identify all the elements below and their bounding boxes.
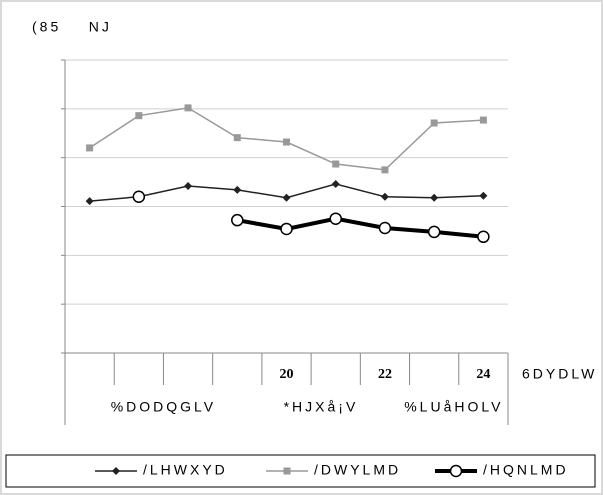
point [132,190,146,203]
chart-title: (85 NJ [32,19,112,35]
month-label: %LUåHOLV [404,399,503,415]
point [85,197,94,206]
point [331,180,340,189]
point [184,104,192,112]
x-axis-title: 6DYDLW [522,366,597,382]
point [135,112,143,120]
x-tick-label: 20 [280,367,294,382]
legend-box [5,454,596,488]
point [430,193,439,202]
legend-label: /LHWXYD [143,462,228,478]
point [280,222,293,236]
legend-label: /DWYLMD [314,462,401,478]
point [430,119,438,127]
legend-label: /HQNLMD [483,462,569,478]
legend-marker [112,467,120,475]
point [283,138,290,146]
point [233,185,242,194]
point [86,144,94,152]
point [427,225,441,239]
point [381,166,389,174]
point [479,116,487,124]
point [380,192,389,201]
point [332,160,340,168]
point [233,134,241,142]
point [378,221,392,235]
point [329,212,342,225]
point [479,191,488,200]
month-label: *HJXå¡V [284,399,359,415]
legend-marker [283,467,291,475]
point [477,230,490,244]
month-label: %DODQGLV [111,399,216,415]
x-tick-label: 24 [476,367,490,382]
point [282,193,291,202]
legend-marker [449,464,463,478]
point [184,181,193,190]
x-tick-label: 22 [378,367,392,382]
point [231,213,244,227]
series-line [236,216,484,239]
